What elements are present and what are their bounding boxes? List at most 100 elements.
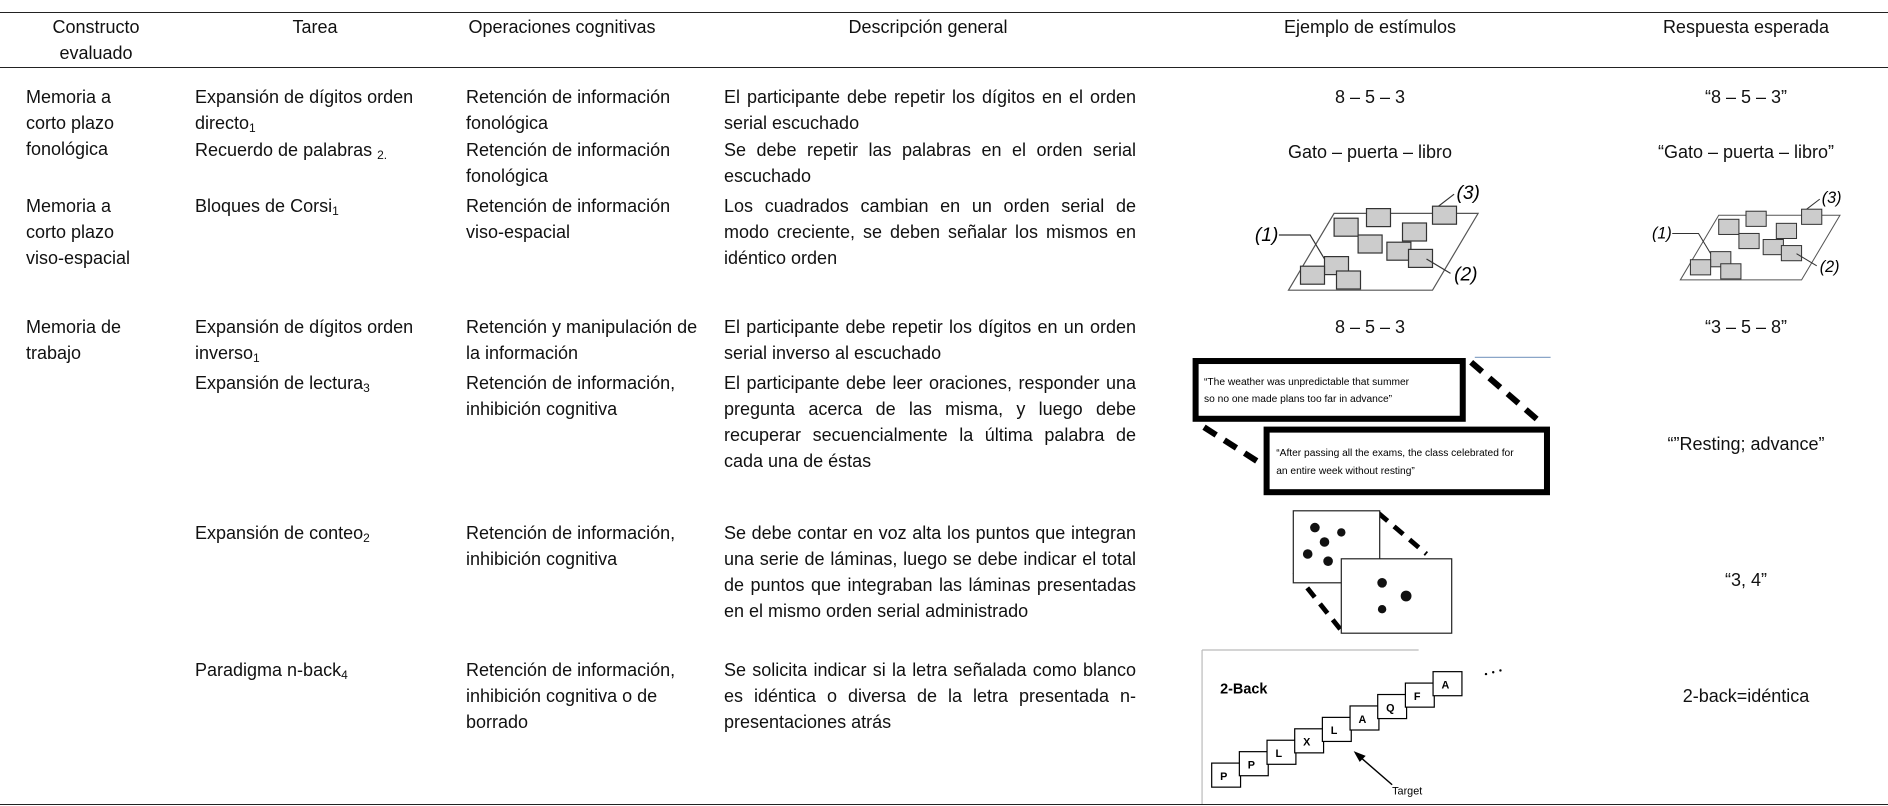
task-name: Expansión de lectura — [195, 373, 364, 393]
operations: Retención y manipulación de la informaci… — [466, 317, 698, 363]
figure-label: (1) — [1652, 225, 1672, 243]
header-cell: Constructo evaluado — [52, 17, 140, 63]
letter-card — [1294, 728, 1325, 754]
header-cell: Operaciones cognitivas — [468, 17, 656, 37]
description: El participante debe repetir los dígitos… — [724, 87, 1136, 133]
block — [1801, 208, 1823, 225]
letter-card — [1321, 716, 1352, 743]
task-name: Paradigma n-back — [195, 660, 342, 680]
block — [1299, 265, 1326, 285]
block — [1386, 241, 1412, 261]
block — [1431, 205, 1458, 225]
nback-title: 2-Back — [1220, 681, 1268, 697]
letter-card — [1211, 762, 1242, 788]
task: Recuerdo de palabras 2. — [195, 137, 440, 163]
letter: L — [1331, 725, 1338, 737]
figure-label: (3) — [1822, 189, 1842, 207]
dot — [1377, 578, 1387, 588]
task-ref: 1 — [332, 204, 339, 218]
top-rule — [0, 12, 1888, 13]
ellipsis — [1484, 672, 1488, 676]
header-cell: Descripción general — [848, 17, 1008, 37]
task-name: Expansión de dígitos orden directo — [195, 87, 414, 133]
letter: A — [1358, 714, 1366, 726]
block — [1720, 263, 1742, 280]
letter: P — [1248, 760, 1255, 772]
operations: Retención de información, inhibición cog… — [466, 660, 676, 732]
sentence-line: so no one made plans too far in advance” — [1204, 394, 1393, 405]
connector — [1376, 511, 1429, 556]
task-name: Recuerdo de palabras — [195, 140, 378, 160]
stimulus: Gato – puerta – libro — [1287, 142, 1453, 162]
block — [1401, 222, 1428, 242]
figure-label: (2) — [1820, 258, 1840, 276]
task-name: Bloques de Corsi — [195, 196, 333, 216]
pointer — [1806, 198, 1821, 210]
block — [1365, 208, 1392, 228]
figure-label: (1) — [1255, 225, 1278, 246]
bottom-rule — [0, 804, 1888, 805]
response: “8 – 5 – 3” — [1704, 87, 1788, 107]
construct: Memoria de trabajo — [26, 317, 122, 363]
task-ref: 1 — [253, 351, 260, 365]
letter-card — [1266, 739, 1297, 765]
block — [1738, 232, 1760, 250]
construct: Memoria a corto plazo fonológica — [26, 87, 115, 159]
block — [1333, 217, 1359, 237]
response: “Gato – puerta – libro” — [1657, 142, 1835, 162]
card — [1340, 558, 1453, 634]
header-cell: Ejemplo de estímulos — [1283, 17, 1457, 37]
task: Expansión de dígitos orden directo1 — [195, 84, 440, 136]
task: Paradigma n-back4 — [195, 657, 440, 683]
task-name: Expansión de conteo — [195, 523, 364, 543]
operations: Retención de información fonológica — [466, 87, 671, 133]
task-ref: 2 — [363, 531, 370, 545]
nback-figure: 2-Back P P L X L A Q F A Target — [1201, 649, 1502, 804]
board — [1679, 214, 1841, 281]
sentence-line: “After passing all the exams, the class … — [1276, 448, 1514, 459]
response: 2-back=idéntica — [1682, 686, 1810, 706]
letter-card — [1404, 682, 1435, 708]
block — [1775, 222, 1798, 240]
letter-card — [1432, 671, 1463, 697]
description: Se debe repetir las palabras en el orden… — [724, 140, 1136, 186]
operations: Retención de información fonológica — [466, 140, 671, 186]
block — [1762, 239, 1784, 256]
dot — [1377, 605, 1387, 614]
response: “”Resting; advance” — [1667, 434, 1825, 454]
description: El participante debe leer oraciones, res… — [724, 373, 1136, 471]
board — [1287, 212, 1480, 291]
operations: Retención de información, inhibición cog… — [466, 373, 676, 419]
arrowhead — [1353, 751, 1366, 762]
letter-card — [1238, 751, 1269, 777]
task: Expansión de conteo2 — [195, 520, 440, 546]
block — [1407, 248, 1434, 268]
counting-figure — [1292, 510, 1453, 634]
pointer — [1438, 193, 1455, 207]
description: Los cuadrados cambian en un orden serial… — [724, 196, 1136, 268]
description: Se debe contar en voz alta los puntos qu… — [724, 523, 1136, 621]
dot — [1310, 522, 1320, 533]
corsi-figure: (1) (2) (3) — [1255, 183, 1480, 291]
ellipsis — [1499, 669, 1502, 672]
sentence-line: an entire week without resting” — [1276, 466, 1415, 477]
pointer — [1278, 234, 1326, 260]
response: “3 – 5 – 8” — [1704, 317, 1788, 337]
letter: P — [1220, 771, 1227, 783]
block — [1718, 218, 1740, 235]
response: “3, 4” — [1724, 570, 1767, 590]
block — [1357, 234, 1383, 254]
sentence-line: “The weather was unpredictable that summ… — [1204, 377, 1410, 388]
letter: F — [1414, 691, 1421, 703]
task-name: Expansión de dígitos orden inverso — [195, 317, 414, 363]
dot — [1319, 537, 1330, 547]
dot — [1302, 549, 1313, 559]
construct: Memoria a corto plazo viso-espacial — [26, 196, 131, 268]
card — [1263, 426, 1550, 496]
pointer — [1672, 232, 1712, 254]
dot — [1400, 590, 1412, 602]
block — [1689, 259, 1712, 276]
letter: X — [1303, 737, 1311, 749]
connector — [1469, 359, 1546, 428]
